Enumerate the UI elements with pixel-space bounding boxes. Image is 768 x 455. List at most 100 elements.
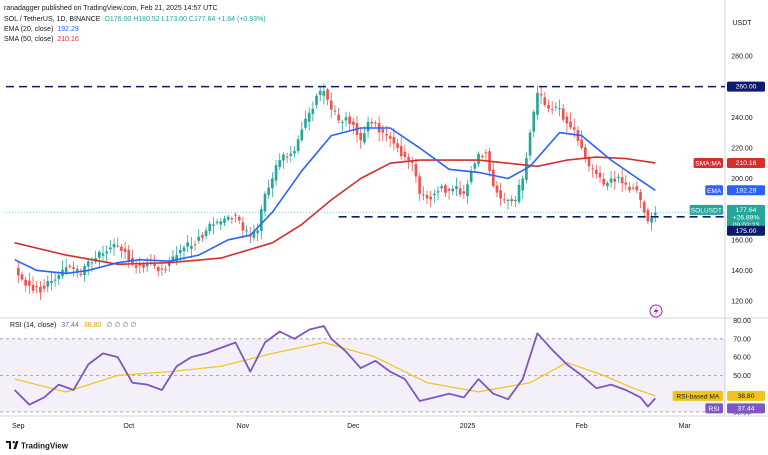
candle [16, 261, 20, 284]
candle-body [602, 178, 606, 185]
candle [554, 102, 558, 111]
candle-body [370, 122, 374, 124]
candle-body [293, 150, 296, 154]
candle-body [304, 118, 307, 128]
candle-body [363, 133, 366, 143]
candle [418, 173, 421, 202]
candle [451, 184, 455, 196]
candle-body [543, 97, 547, 105]
candle-body [447, 189, 451, 191]
candle-body [285, 156, 289, 158]
candle [388, 131, 392, 148]
candle [377, 116, 381, 142]
candle [39, 281, 42, 301]
candle-body [53, 279, 57, 281]
candle-body [178, 250, 182, 254]
candle-body [580, 139, 583, 148]
candle [653, 206, 657, 223]
candle-body [259, 209, 263, 232]
candle-body [208, 223, 212, 232]
candle-body [480, 155, 484, 157]
candle-body [105, 251, 108, 254]
candle-body [458, 188, 462, 195]
candle [462, 184, 466, 200]
candle [46, 275, 50, 293]
candle [425, 190, 429, 205]
candle-body [212, 224, 215, 227]
candle [28, 272, 31, 294]
candle-body [245, 230, 248, 232]
candle [153, 254, 156, 269]
candle-body [506, 199, 510, 201]
rsi-band-layer [0, 338, 725, 413]
candle-body [418, 176, 421, 194]
candle-body [164, 269, 167, 271]
candle [64, 258, 68, 275]
candle [263, 191, 267, 217]
candle [628, 182, 631, 193]
candle-body [248, 235, 252, 237]
candle-body [329, 100, 333, 110]
candle [50, 271, 53, 291]
candle-body [201, 235, 204, 238]
support-badge-bg [727, 225, 765, 236]
candle-body [473, 163, 477, 169]
candle-body [613, 178, 617, 182]
candle [635, 181, 639, 194]
candle-body [333, 110, 337, 112]
candle-body [101, 253, 105, 256]
candle [517, 179, 521, 205]
candle-body [554, 106, 558, 108]
candle [510, 195, 513, 207]
candle-body [57, 274, 61, 279]
candle-body [138, 263, 142, 266]
candle-body [374, 122, 377, 124]
sma-value-badge-bg [727, 157, 765, 168]
currency-label: USDT [732, 20, 752, 27]
candle-body [116, 245, 120, 247]
level-line-layer [6, 85, 725, 218]
candle-body [39, 286, 42, 293]
candle-body [318, 90, 322, 95]
sma-tag: SMA:MA [693, 157, 723, 168]
rsi-value-badge-bg [727, 403, 765, 414]
candle [480, 153, 484, 160]
candle-body [462, 191, 466, 194]
candle-body [97, 251, 101, 258]
candle-body [46, 280, 50, 287]
candle [186, 234, 189, 253]
candle-body [451, 188, 455, 192]
candle [204, 227, 208, 240]
ema-value-badge: 192.29 [727, 185, 765, 196]
rsi-tag: RSI [705, 403, 723, 414]
candle-body [35, 286, 39, 288]
candle [565, 111, 569, 132]
tradingview-logo: TradingView [6, 441, 69, 451]
candle [304, 110, 307, 130]
candle-body [381, 129, 385, 133]
support-badge-text: 175.00 [736, 228, 757, 235]
candle-body [112, 244, 116, 248]
candle-body [521, 178, 525, 191]
support-badge: 175.00 [727, 225, 765, 236]
candle [223, 215, 226, 227]
candle [528, 129, 532, 161]
candle-body [28, 280, 31, 286]
sma-value-badge: 210.16 [727, 157, 765, 168]
lightning-icon[interactable] [649, 304, 663, 318]
candle [370, 118, 374, 128]
ema-tag: EMA [705, 185, 723, 196]
candle-body [517, 184, 521, 202]
candle [595, 164, 598, 179]
candle [646, 207, 650, 225]
ema-legend-label: EMA (20, close) [4, 26, 54, 33]
ema-tag-text: EMA [707, 188, 722, 195]
grid-layer [0, 0, 768, 417]
candle-body [315, 95, 318, 105]
candle-body [160, 268, 164, 270]
candle [230, 216, 234, 224]
rsi-ma-value-badge-text: 38.80 [737, 393, 754, 400]
candle-body [153, 262, 156, 266]
candle [94, 250, 97, 265]
